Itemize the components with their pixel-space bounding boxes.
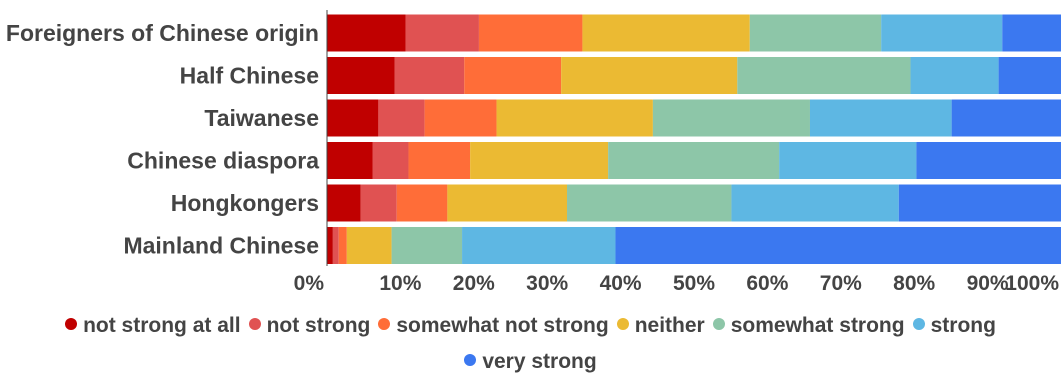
bar-segment-foreigners-of-chinese-origin-not-strong-at-all: [327, 14, 406, 52]
bar-segment-taiwanese-neither: [496, 99, 653, 137]
x-tick-label: 60%: [746, 272, 788, 295]
bar-segment-taiwanese-strong: [809, 99, 952, 137]
category-label-mainland-chinese: Mainland Chinese: [123, 233, 319, 259]
bar-segment-chinese-diaspora-not-strong: [372, 142, 409, 179]
x-tick-label: 70%: [820, 272, 862, 295]
bar-segments: [327, 14, 1061, 264]
category-label-taiwanese: Taiwanese: [204, 105, 319, 131]
x-tick-label: 30%: [526, 272, 568, 295]
bar-segment-mainland-chinese-somewhat-strong: [391, 227, 463, 264]
legend-row: very strong: [0, 344, 1061, 380]
bar-segment-foreigners-of-chinese-origin-neither: [582, 14, 750, 52]
category-label-hongkongers: Hongkongers: [171, 190, 319, 216]
bar-segment-foreigners-of-chinese-origin-strong: [881, 14, 1003, 52]
bar-segment-chinese-diaspora-strong: [779, 142, 917, 179]
bar-segment-mainland-chinese-strong: [462, 227, 616, 264]
bar-segment-half-chinese-somewhat-not-strong: [464, 57, 562, 94]
category-label-foreigners-of-chinese-origin: Foreigners of Chinese origin: [6, 20, 319, 46]
bar-segment-taiwanese-somewhat-strong: [652, 99, 810, 137]
chart-canvas: Foreigners of Chinese origin Half Chinese…: [6, 10, 1061, 295]
x-tick-label: 90%: [967, 272, 1009, 295]
bar-segment-hongkongers-neither: [447, 184, 568, 222]
bar-segment-hongkongers-somewhat-strong: [567, 184, 732, 222]
legend-label: somewhat not strong: [396, 314, 609, 337]
legend-dot-icon: [912, 318, 925, 331]
bar-segment-chinese-diaspora-somewhat-strong: [608, 142, 780, 179]
legend-dot-icon: [464, 354, 477, 367]
x-tick-label: 50%: [673, 272, 715, 295]
bar-segment-taiwanese-not-strong-at-all: [327, 99, 379, 137]
legend-label: not strong: [266, 314, 371, 337]
bar-segment-chinese-diaspora-not-strong-at-all: [327, 142, 373, 179]
bar-segment-mainland-chinese-somewhat-not-strong: [338, 227, 347, 264]
legend-item-not-strong: not strong: [248, 308, 371, 344]
bar-segment-chinese-diaspora-somewhat-not-strong: [408, 142, 471, 179]
bar-segment-half-chinese-not-strong: [394, 57, 465, 94]
bar-segment-taiwanese-not-strong: [378, 99, 425, 137]
legend-item-somewhat-not-strong: somewhat not strong: [378, 308, 609, 344]
bar-segment-half-chinese-neither: [561, 57, 738, 94]
legend-item-not-strong-at-all: not strong at all: [65, 308, 241, 344]
bar-segment-foreigners-of-chinese-origin-very-strong: [1002, 14, 1061, 52]
x-tick-label: 40%: [600, 272, 642, 295]
legend-item-neither: neither: [616, 308, 705, 344]
bar-segment-mainland-chinese-very-strong: [615, 227, 1061, 264]
bar-segment-half-chinese-very-strong: [998, 57, 1061, 94]
bar-segment-chinese-diaspora-neither: [470, 142, 609, 179]
bar-segment-taiwanese-very-strong: [951, 99, 1061, 137]
x-tick-label: 80%: [893, 272, 935, 295]
x-tick-label: 10%: [379, 272, 421, 295]
bar-segment-mainland-chinese-not-strong-at-all: [327, 227, 333, 264]
legend-label: neither: [634, 314, 705, 337]
bar-segment-chinese-diaspora-very-strong: [916, 142, 1061, 179]
category-label-half-chinese: Half Chinese: [180, 63, 319, 89]
bar-segment-foreigners-of-chinese-origin-somewhat-strong: [749, 14, 882, 52]
bar-segment-hongkongers-somewhat-not-strong: [396, 184, 448, 222]
legend-dot-icon: [378, 318, 391, 331]
legend-label: somewhat strong: [730, 314, 905, 337]
legend-dot-icon: [616, 318, 629, 331]
legend-label: very strong: [482, 350, 597, 373]
legend-row: not strong at all not strong somewhat not …: [0, 308, 1061, 344]
bar-segment-hongkongers-not-strong-at-all: [327, 184, 361, 222]
bar-segment-hongkongers-not-strong: [360, 184, 397, 222]
legend-label: strong: [930, 314, 996, 337]
legend-label: not strong at all: [83, 314, 241, 337]
legend: not strong at all not strong somewhat not …: [0, 308, 1061, 380]
category-label-chinese-diaspora: Chinese diaspora: [127, 148, 319, 174]
bar-segment-mainland-chinese-not-strong: [332, 227, 339, 264]
bar-segment-half-chinese-somewhat-strong: [737, 57, 911, 94]
x-axis-tick-labels: 0% 10% 20% 30% 40% 50% 60% 70% 80% 90%100%: [294, 272, 1060, 295]
bar-segment-foreigners-of-chinese-origin-somewhat-not-strong: [478, 14, 583, 52]
bar-segment-foreigners-of-chinese-origin-not-strong: [405, 14, 479, 52]
category-labels: Foreigners of Chinese origin Half Chinese…: [6, 20, 319, 259]
legend-item-somewhat-strong: somewhat strong: [712, 308, 905, 344]
bar-segment-hongkongers-strong: [731, 184, 899, 222]
x-tick-label: 0%: [294, 272, 325, 295]
legend-item-strong: strong: [912, 308, 996, 344]
legend-item-very-strong: very strong: [464, 344, 597, 380]
bar-segment-half-chinese-strong: [910, 57, 999, 94]
bar-segment-mainland-chinese-neither: [346, 227, 392, 264]
bar-segment-half-chinese-not-strong-at-all: [327, 57, 395, 94]
legend-dot-icon: [65, 318, 78, 331]
bar-segment-taiwanese-somewhat-not-strong: [424, 99, 497, 137]
legend-dot-icon: [248, 318, 261, 331]
bar-segment-hongkongers-very-strong: [898, 184, 1061, 222]
x-tick-label: 100%: [1005, 272, 1059, 295]
x-tick-label: 20%: [453, 272, 495, 295]
legend-dot-icon: [712, 318, 725, 331]
